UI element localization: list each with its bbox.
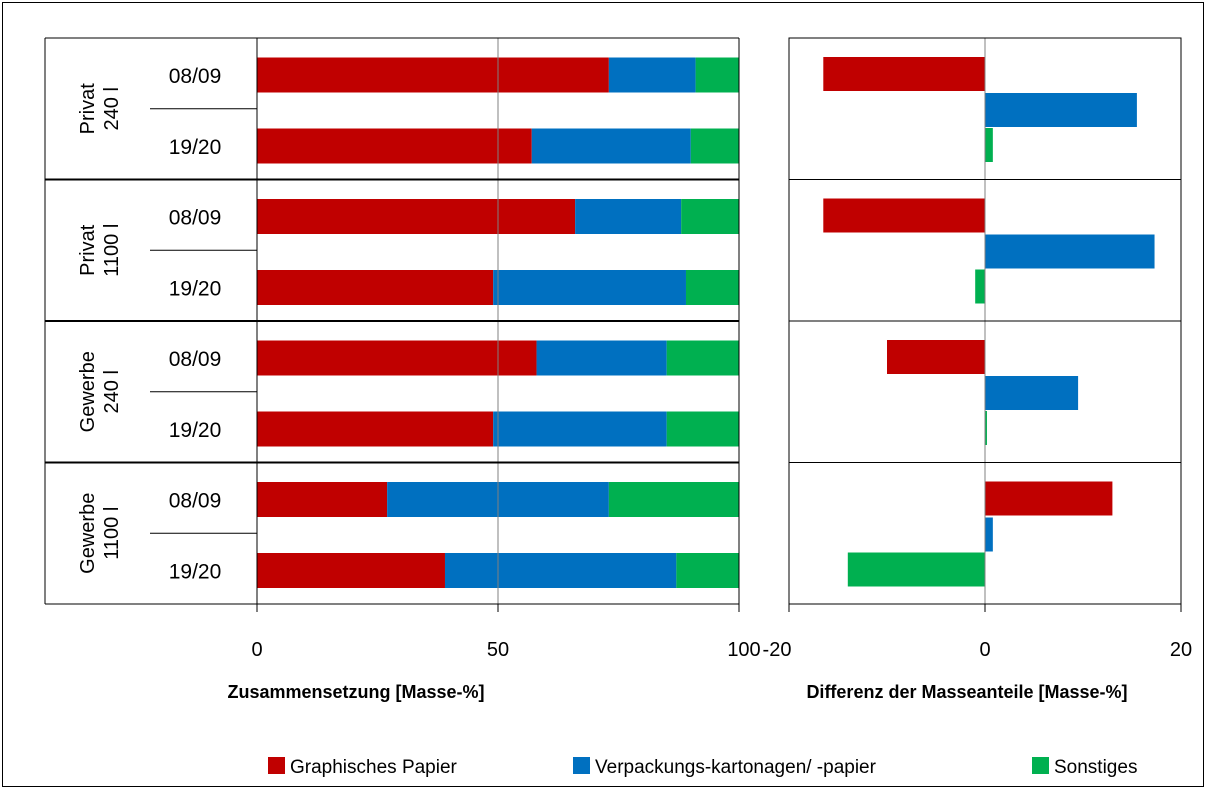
difference-bar <box>823 198 985 233</box>
stacked-bar-segment <box>257 199 576 234</box>
difference-bar <box>887 340 985 374</box>
stacked-bar-segment <box>257 411 494 447</box>
stacked-bar-segment <box>493 411 667 447</box>
legend-swatch <box>573 757 590 774</box>
group-label: Gewerbe 240 l <box>77 351 123 432</box>
stacked-bar-segment <box>676 553 739 588</box>
period-label: 08/09 <box>169 207 222 230</box>
plot-frames <box>44 37 1182 612</box>
stacked-bar-segment <box>690 128 739 164</box>
legend-swatch <box>1032 757 1049 774</box>
difference-bar <box>985 234 1155 269</box>
legend-swatch <box>268 757 285 774</box>
stacked-bar-segment <box>536 340 667 376</box>
stacked-bar-segment <box>531 128 691 164</box>
right-tick-label: 20 <box>1170 639 1192 661</box>
difference-bar <box>985 376 1079 410</box>
stacked-bar-segment <box>493 270 686 305</box>
group-label: Privat 240 l <box>77 83 123 135</box>
difference-bar <box>985 411 987 445</box>
legend-label: Graphisches Papier <box>290 757 458 778</box>
stacked-bar-segment <box>608 482 739 517</box>
left-tick-label: 50 <box>487 639 509 661</box>
group-label: Gewerbe 1100 l <box>77 493 123 574</box>
legend-label: Sonstiges <box>1054 757 1137 778</box>
period-label: 19/20 <box>169 419 222 442</box>
right-tick-label: -20 <box>763 639 792 661</box>
period-label: 08/09 <box>169 348 222 371</box>
stacked-bar-segment <box>666 411 739 447</box>
stacked-bar-segment <box>444 553 677 588</box>
left-axis-title: Zusammensetzung [Masse-%] <box>227 682 484 702</box>
legend-label: Verpackungs-kartonagen/ -papier <box>595 757 877 778</box>
period-label: 19/20 <box>169 561 222 584</box>
stacked-bar-segment <box>257 270 494 305</box>
category-labels: 08/09 19/20 08/09 19/20 08/09 19/20 08/09 19/20… <box>77 65 221 584</box>
right-tick-label: 0 <box>979 639 990 661</box>
period-label: 08/09 <box>169 65 222 88</box>
legend: Graphisches Papier Verpackungs-kartonagen… <box>268 757 1137 778</box>
stacked-bar-segment <box>257 128 532 164</box>
difference-bar <box>985 93 1137 127</box>
stacked-bar-segment <box>608 57 696 93</box>
group-label: Privat 1100 l <box>77 224 123 277</box>
stacked-bar-segment <box>257 57 609 93</box>
stacked-bar-segment <box>257 340 537 376</box>
tick-labels: 0 50 100 -20 0 20 <box>251 639 1192 661</box>
stacked-bar-segment <box>257 482 388 517</box>
stacked-bar-segment <box>681 199 739 234</box>
left-tick-label: 100 <box>727 639 760 661</box>
stacked-bar-segment <box>695 57 739 93</box>
stacked-bar-segment <box>666 340 739 376</box>
stacked-bar-segment <box>685 270 739 305</box>
period-label: 19/20 <box>169 136 222 159</box>
stacked-bar-segment <box>575 199 682 234</box>
difference-bar <box>823 57 985 91</box>
difference-bar <box>975 269 985 304</box>
stacked-bar-segment <box>257 553 445 588</box>
difference-bar <box>847 552 985 587</box>
difference-bar <box>985 517 993 552</box>
difference-bar <box>985 128 993 162</box>
right-axis-title: Differenz der Masseanteile [Masse-%] <box>806 682 1127 702</box>
difference-bar <box>985 481 1113 516</box>
right-difference-bars <box>823 57 1155 587</box>
period-label: 08/09 <box>169 490 222 513</box>
left-tick-label: 0 <box>251 639 262 661</box>
period-label: 19/20 <box>169 278 222 301</box>
